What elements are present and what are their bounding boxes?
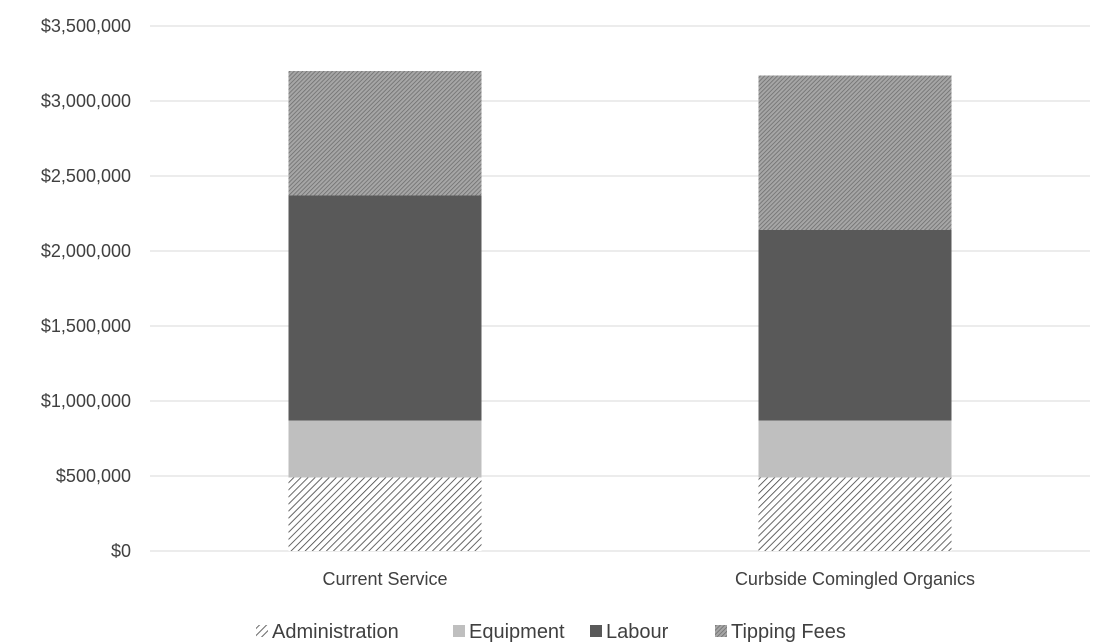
y-tick-label: $1,500,000 (41, 316, 131, 336)
legend-label: Tipping Fees (731, 621, 846, 643)
legend-swatch (715, 625, 727, 637)
legend-label: Administration (272, 621, 399, 643)
legend-swatch (453, 625, 465, 637)
bar-segment-tipping-fees (288, 71, 482, 196)
bar-segment-labour (288, 195, 482, 421)
y-tick-label: $500,000 (56, 466, 131, 486)
y-tick-label: $2,500,000 (41, 166, 131, 186)
y-tick-label: $2,000,000 (41, 241, 131, 261)
bar-segment-tipping-fees (758, 75, 952, 230)
y-tick-label: $0 (111, 541, 131, 561)
bar-segment-equipment (288, 420, 482, 478)
y-tick-label: $3,500,000 (41, 16, 131, 36)
legend-swatch (590, 625, 602, 637)
bars (288, 71, 952, 551)
y-tick-label: $1,000,000 (41, 391, 131, 411)
legend-swatch (256, 625, 268, 637)
x-category-label: Curbside Comingled Organics (735, 569, 975, 589)
bar-segment-labour (758, 230, 952, 421)
y-tick-label: $3,000,000 (41, 91, 131, 111)
y-axis-tick-labels: $0 $500,000 $1,000,000 $1,500,000 $2,000,000… (41, 16, 131, 561)
x-category-label: Current Service (322, 569, 447, 589)
x-axis-category-labels: Current Service Curbside Comingled Organi… (322, 569, 975, 589)
bar-segment-administration (758, 477, 952, 551)
bar-segment-administration (288, 477, 482, 551)
bar-segment-equipment (758, 420, 952, 478)
legend-label: Equipment (469, 621, 565, 643)
legend: Administration Equipment Labour Tipping Fee… (256, 621, 846, 643)
legend-label: Labour (606, 621, 669, 643)
